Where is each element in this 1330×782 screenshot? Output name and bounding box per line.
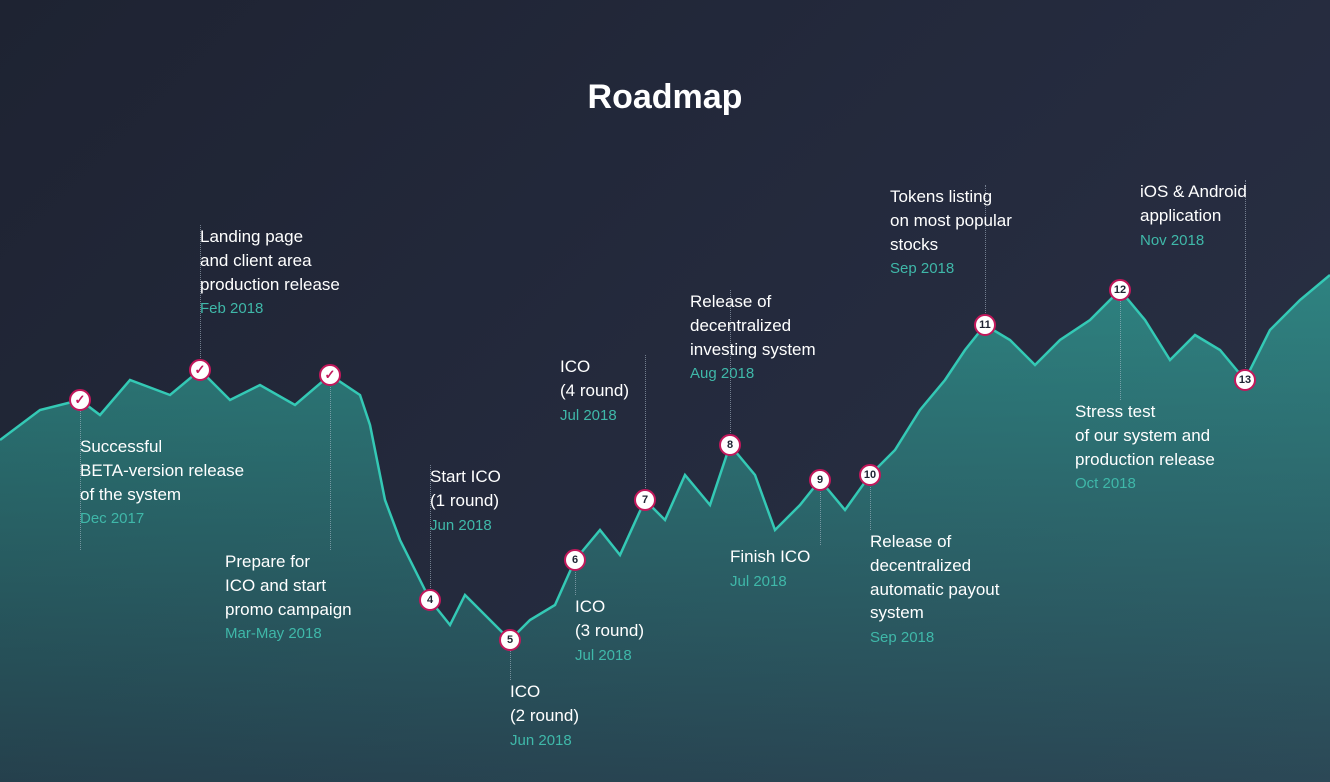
connector-line [1120,300,1121,400]
milestone-date: Jul 2018 [560,407,629,424]
milestone-text: Stress testof our system andproduction r… [1075,400,1215,471]
milestone-text: ICO(3 round) [575,595,644,643]
milestone-marker-10: 10 [859,464,881,486]
milestone-label-12: Stress testof our system andproduction r… [1075,400,1215,492]
milestone-text: Prepare forICO and startpromo campaign [225,550,352,621]
area-chart-svg [0,0,1330,782]
milestone-label-11: Tokens listingon most popularstocks Sep 2… [890,185,1012,277]
roadmap-chart: SuccessfulBETA-version releaseof the sys… [0,0,1330,782]
milestone-text: Finish ICO [730,545,810,569]
milestone-date: Sep 2018 [870,629,999,646]
milestone-label-10: Release ofdecentralizedautomatic payouts… [870,530,999,646]
milestone-label-13: iOS & Androidapplication Nov 2018 [1140,180,1247,249]
milestone-marker-2 [189,359,211,381]
milestone-label-5: ICO(2 round) Jun 2018 [510,680,579,749]
milestone-date: Jul 2018 [730,573,810,590]
milestone-date: Mar-May 2018 [225,625,352,642]
milestone-label-7: ICO(4 round) Jul 2018 [560,355,629,424]
connector-line [870,485,871,530]
milestone-text: iOS & Androidapplication [1140,180,1247,228]
milestone-marker-3 [319,364,341,386]
milestone-date: Aug 2018 [690,365,816,382]
milestone-date: Jul 2018 [575,647,644,664]
connector-line [645,355,646,490]
milestone-marker-9: 9 [809,469,831,491]
milestone-marker-11: 11 [974,314,996,336]
milestone-date: Jun 2018 [510,732,579,749]
milestone-marker-13: 13 [1234,369,1256,391]
milestone-text: ICO(4 round) [560,355,629,403]
milestone-date: Oct 2018 [1075,475,1215,492]
milestone-marker-1 [69,389,91,411]
milestone-date: Jun 2018 [430,517,501,534]
connector-line [820,490,821,545]
milestone-text: Tokens listingon most popularstocks [890,185,1012,256]
milestone-label-8: Release ofdecentralizedinvesting system A… [690,290,816,382]
milestone-date: Feb 2018 [200,300,340,317]
milestone-marker-8: 8 [719,434,741,456]
connector-line [575,570,576,595]
milestone-text: Release ofdecentralizedautomatic payouts… [870,530,999,625]
milestone-label-2: Landing pageand client areaproduction re… [200,225,340,317]
milestone-marker-12: 12 [1109,279,1131,301]
connector-line [330,385,331,550]
milestone-label-3: Prepare forICO and startpromo campaign Ma… [225,550,352,642]
milestone-text: Landing pageand client areaproduction re… [200,225,340,296]
milestone-marker-6: 6 [564,549,586,571]
milestone-text: Release ofdecentralizedinvesting system [690,290,816,361]
connector-line [510,650,511,680]
milestone-date: Sep 2018 [890,260,1012,277]
milestone-label-6: ICO(3 round) Jul 2018 [575,595,644,664]
milestone-label-1: SuccessfulBETA-version releaseof the sys… [80,435,244,527]
milestone-date: Dec 2017 [80,510,244,527]
milestone-text: SuccessfulBETA-version releaseof the sys… [80,435,244,506]
milestone-label-4: Start ICO(1 round) Jun 2018 [430,465,501,534]
milestone-marker-5: 5 [499,629,521,651]
milestone-marker-4: 4 [419,589,441,611]
milestone-marker-7: 7 [634,489,656,511]
milestone-date: Nov 2018 [1140,232,1247,249]
milestone-text: Start ICO(1 round) [430,465,501,513]
milestone-text: ICO(2 round) [510,680,579,728]
milestone-label-9: Finish ICO Jul 2018 [730,545,810,590]
